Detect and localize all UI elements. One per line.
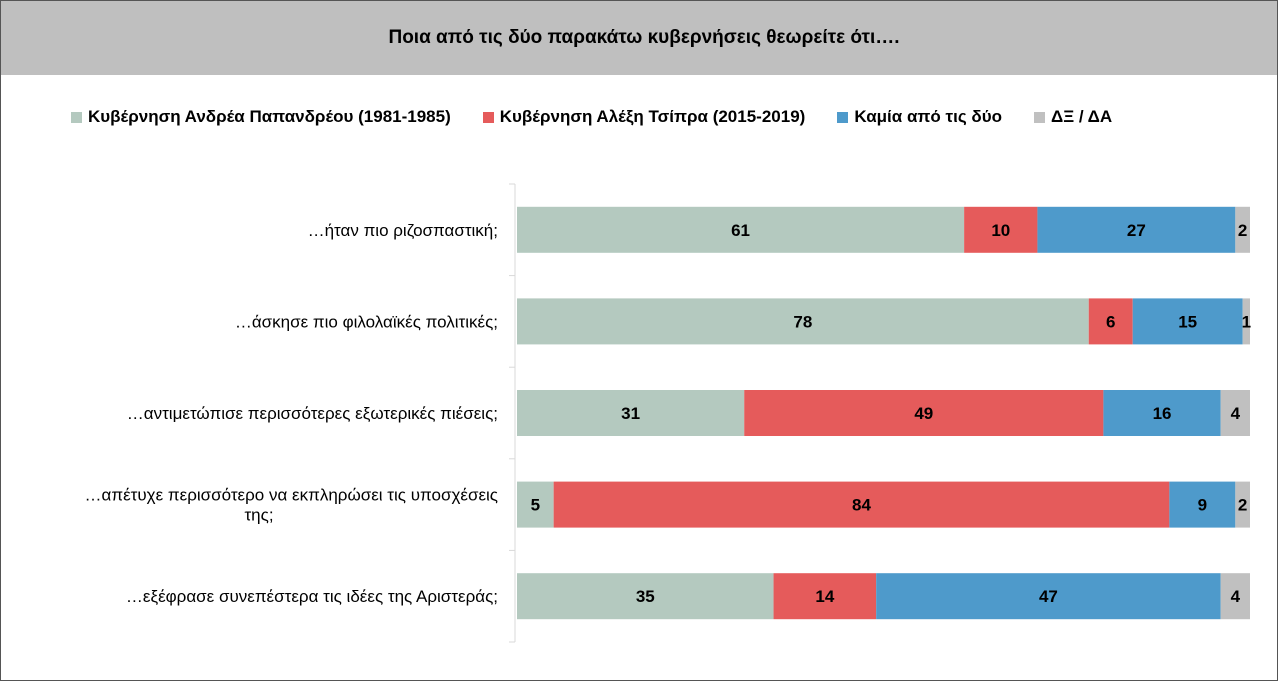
bar-data-label: 1 [1242,312,1251,331]
bar-segment [517,481,554,528]
legend-swatch-papandreou [71,111,82,123]
category-label: …απέτυχε περισσότερο να εκπληρώσει τις υ… [85,486,498,505]
bar-data-label: 4 [1231,404,1241,423]
legend-label-tsipras: Κυβέρνηση Αλέξη Τσίπρα (2015-2019) [499,107,806,126]
legend: Κυβέρνηση Ανδρέα Παπανδρέου (1981-1985) … [71,104,1231,130]
bar-data-label: 27 [1127,221,1146,240]
bar-data-label: 31 [621,404,640,423]
bar-segment [517,298,1089,345]
legend-swatch-tsipras [482,111,494,123]
category-label: της; [244,506,273,525]
legend-swatch-dk-na [1033,111,1045,123]
bar-data-label: 15 [1178,312,1197,331]
bar-data-label: 35 [636,587,655,606]
bar-segment [964,206,1038,253]
legend-item-neither: Καμία από τις δύο [837,107,1002,127]
bar-segment [1235,481,1250,528]
legend-label-neither: Καμία από τις δύο [854,107,1002,126]
bar-segment [517,390,745,436]
bar-data-label: 4 [1231,587,1241,606]
bar-data-label: 2 [1238,496,1247,515]
bar-data-label: 47 [1039,587,1058,606]
legend-item-papandreou: Κυβέρνηση Ανδρέα Παπανδρέου (1981-1985) [71,107,451,127]
bar-segment [1169,481,1236,528]
bar-data-label: 10 [991,221,1010,240]
bar-data-label: 49 [914,404,933,423]
bar-data-label: 14 [815,587,834,606]
bar-data-label: 2 [1238,221,1247,240]
legend-label-dk-na: ΔΞ / ΔΑ [1050,107,1113,126]
bar-data-label: 84 [852,496,871,515]
bar-data-label: 6 [1106,312,1115,331]
category-label: …άσκησε πιο φιλολαϊκές πολιτικές; [235,312,498,331]
bar-data-label: 78 [793,312,812,331]
bar-segment [876,573,1221,620]
bar-segment [553,481,1170,528]
bar-segment [1088,298,1133,345]
legend-label-papandreou: Κυβέρνηση Ανδρέα Παπανδρέου (1981-1985) [88,107,451,126]
bar-segment [1103,390,1221,436]
bar-data-label: 5 [531,496,540,515]
legend-item-tsipras: Κυβέρνηση Αλέξη Τσίπρα (2015-2019) [482,107,806,127]
bar-segment [517,206,965,253]
category-label: …εξέφρασε συνεπέστερα τις ιδέες της Αρισ… [126,587,498,606]
bar-data-label: 61 [731,221,750,240]
bar-segment [1235,206,1250,253]
bar-segment [517,573,774,620]
bar-segment [1132,298,1243,345]
bar-segment [1242,298,1250,345]
bar-segment [744,390,1104,436]
title-bar: Ποια από τις δύο παρακάτω κυβερνήσεις θε… [1,1,1277,75]
bar-segment [1220,573,1250,620]
legend-swatch-neither [837,111,849,123]
category-label: …αντιμετώπισε περισσότερες εξωτερικές πι… [127,404,498,423]
bar-segment [1037,206,1236,253]
bar-data-label: 9 [1198,496,1207,515]
chart-title: Ποια από τις δύο παρακάτω κυβερνήσεις θε… [388,27,900,48]
bar-segment [1220,390,1250,436]
bar-data-label: 16 [1153,404,1172,423]
bar-segment [773,573,877,620]
legend-item-dk-na: ΔΞ / ΔΑ [1033,107,1113,127]
category-label: …ήταν πιο ριζοσπαστική; [308,221,498,240]
